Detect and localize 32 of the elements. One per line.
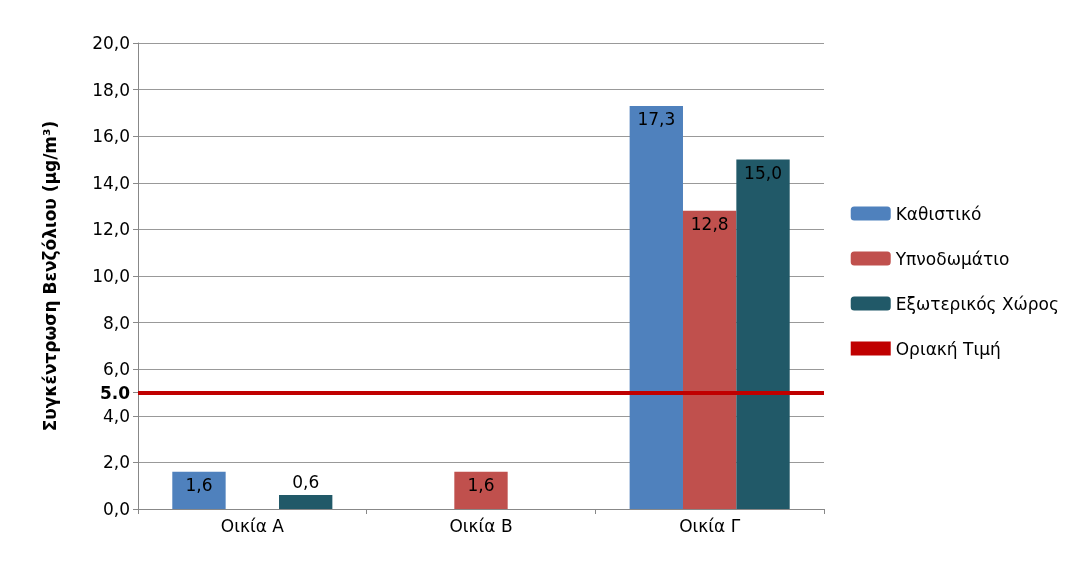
data-label: 15,0 <box>744 163 782 183</box>
y-tick-label: 14,0 <box>92 172 130 193</box>
legend-label: Εξωτερικός Χώρος <box>895 293 1059 314</box>
y-tick-label: 5.0 <box>99 382 131 403</box>
data-label: 1,6 <box>185 475 213 496</box>
y-tick-label: 4,0 <box>102 405 130 426</box>
data-label: 17,3 <box>637 109 676 130</box>
bar <box>682 210 737 509</box>
y-tick-label: 6,0 <box>102 359 130 380</box>
y-tick-label: 20,0 <box>92 33 130 53</box>
bar <box>736 159 790 509</box>
data-label: 12,8 <box>690 214 729 235</box>
y-tick-label: 8,0 <box>102 312 130 333</box>
x-tick-label: Οικία Β <box>449 515 513 536</box>
y-tick-label: 10,0 <box>92 266 130 286</box>
bar <box>279 495 333 509</box>
bar <box>172 471 226 509</box>
legend-label: Οριακή Τιμή <box>895 338 1001 359</box>
y-tick-label: 16,0 <box>92 126 130 147</box>
data-label: 1,6 <box>467 475 495 496</box>
data-label: 0,6 <box>292 471 320 492</box>
legend-label: Καθιστικό <box>895 203 982 224</box>
x-tick-label: Οικία Α <box>220 515 285 536</box>
y-tick-label: 2,0 <box>102 452 130 473</box>
x-tick-label: Οικία Γ <box>679 515 741 536</box>
y-axis-title: Συγκέντρωση Βενζόλιου (μg/m³) <box>39 120 60 432</box>
bar <box>629 105 683 509</box>
y-tick-label: 0,0 <box>102 499 130 519</box>
legend-label: Υπνοδωμάτιο <box>894 248 1010 269</box>
y-tick-label: 12,0 <box>92 219 130 240</box>
y-tick-label: 18,0 <box>92 79 130 100</box>
bar <box>454 471 508 509</box>
